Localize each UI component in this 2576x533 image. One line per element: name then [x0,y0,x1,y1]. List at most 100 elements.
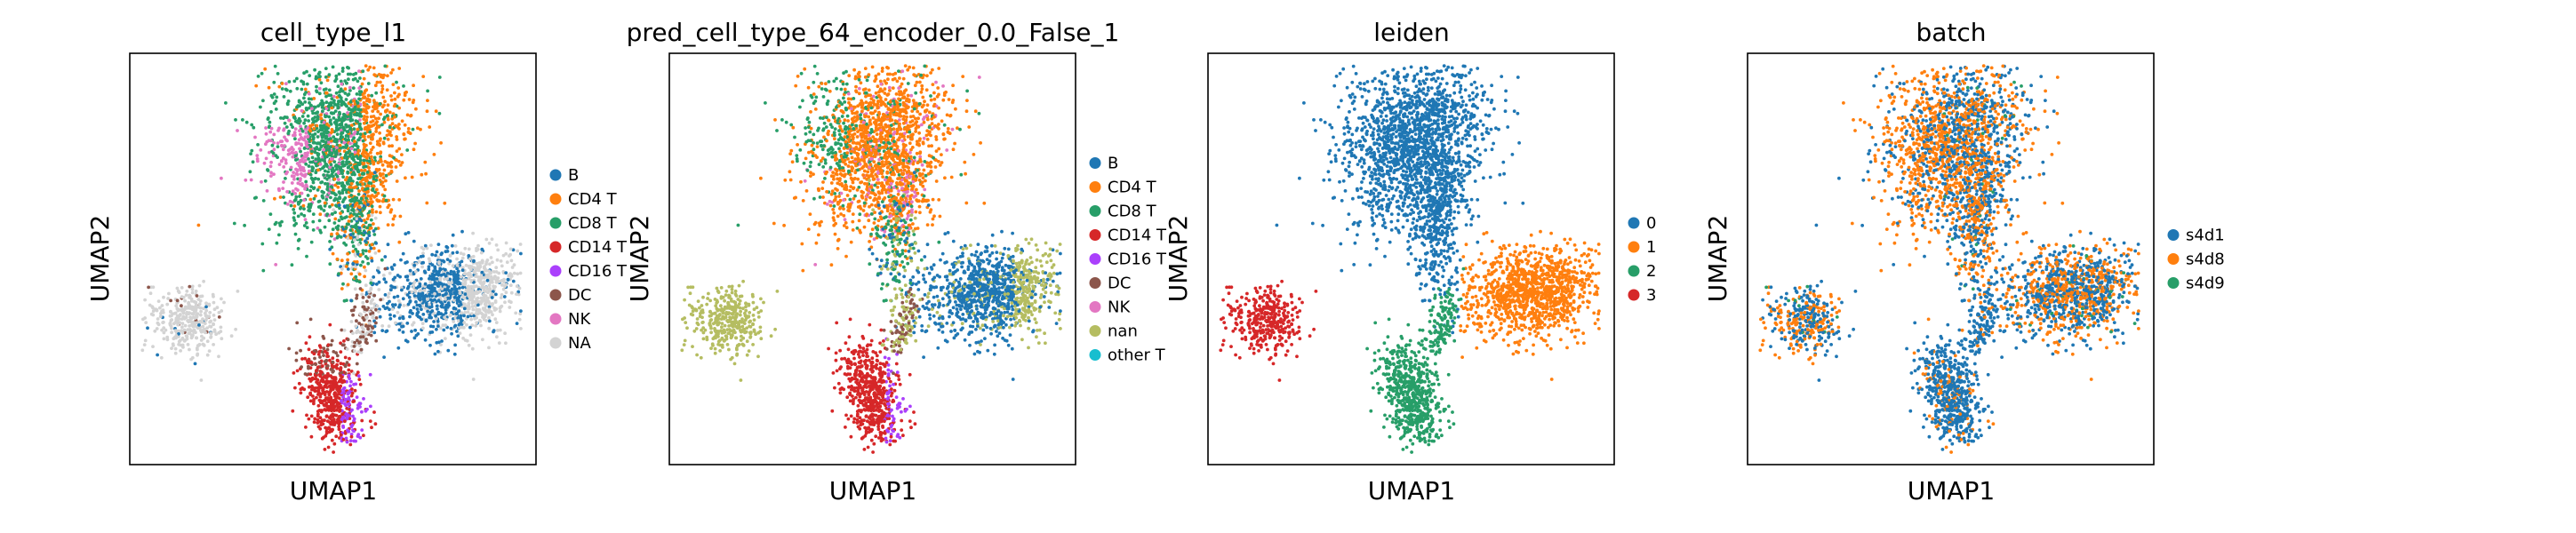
scatter-point [318,346,323,349]
scatter-point [428,330,433,335]
scatter-point [951,147,956,152]
scatter-point [269,174,273,179]
scatter-point [937,240,941,244]
scatter-point [468,266,471,270]
scatter-point [876,219,881,223]
scatter-point [455,298,460,303]
scatter-point [820,116,825,121]
scatter-point [895,79,900,84]
scatter-point [180,336,185,340]
scatter-point [310,177,315,181]
scatter-point [292,174,296,179]
scatter-point [842,96,845,100]
scatter-point [329,368,333,371]
scatter-point [844,226,849,230]
scatter-point [272,172,276,177]
scatter-point [428,343,432,347]
scatter-point [474,323,477,328]
scatter-point [192,330,196,334]
scatter-point [467,284,470,289]
scatter-point [372,293,377,298]
scatter-point [397,198,402,202]
scatter-point [174,317,179,322]
scatter-point [423,338,428,342]
scatter-point [268,130,273,134]
scatter-point [299,149,302,154]
scatter-point [324,434,328,438]
scatter-point [943,137,947,141]
scatter-point [440,305,444,309]
scatter-point [344,98,348,101]
scatter-point [377,270,381,274]
scatter-point [365,217,370,221]
scatter-point [409,114,412,118]
scatter-point [328,247,332,251]
scatter-point [332,160,337,164]
scatter-point [190,312,195,315]
scatter-point [272,141,276,145]
scatter-point [872,221,876,225]
scatter-point [403,91,407,95]
scatter-point [817,233,820,237]
scatter-point [292,177,296,181]
scatter-point [297,237,301,242]
scatter-point [327,115,332,119]
scatter-point [475,268,478,272]
scatter-point [349,194,353,197]
scatter-point [412,99,416,102]
scatter-point [380,324,385,328]
scatter-point [328,358,332,362]
scatter-point [290,263,294,267]
scatter-point [441,323,445,328]
scatter-point [165,338,170,342]
scatter-point [250,123,254,127]
scatter-point [397,127,401,131]
scatter-point [140,348,145,353]
scatter-point [263,67,268,71]
legend-marker [549,265,562,277]
scatter-point [367,181,372,185]
scatter-point [484,308,488,313]
scatter-point [372,410,376,414]
scatter-point [353,388,357,393]
scatter-point [357,378,362,381]
scatter-point [311,394,315,398]
scatter-point [340,160,345,164]
scatter-point [249,178,253,182]
scatter-point [316,425,321,429]
scatter-point [197,343,202,346]
scatter-point [170,330,174,335]
scatter-point [295,162,300,165]
scatter-point [269,110,273,114]
scatter-point [300,182,304,186]
scatter-point [287,346,291,351]
scatter-point [197,283,202,288]
scatter-point [343,363,348,368]
scatter-point [436,319,440,323]
scatter-point [314,147,317,151]
scatter-point [346,251,350,256]
scatter-point [320,189,324,194]
scatter-point [348,111,353,115]
scatter-point [508,306,512,309]
scatter-point [458,286,461,290]
scatter-point [436,312,441,316]
scatter-point [842,198,845,203]
scatter-point [332,442,337,446]
scatter-point [377,249,381,253]
scatter-point [477,309,482,314]
scatter-point [379,155,383,159]
scatter-point [448,259,452,263]
scatter-point [433,291,436,296]
legend-marker [549,337,562,349]
scatter-point [162,295,165,299]
scatter-point [329,395,333,400]
scatter-point [437,76,442,79]
scatter-point [482,266,486,270]
scatter-point [379,298,383,302]
scatter-point [382,168,387,172]
scatter-point [844,91,847,94]
scatter-point [294,187,298,191]
legend-label: CD4 T [568,190,618,209]
scatter-point [356,148,361,153]
